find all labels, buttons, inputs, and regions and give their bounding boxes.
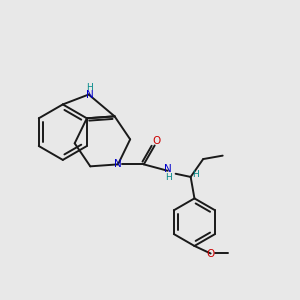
Text: N: N xyxy=(164,164,172,174)
Text: H: H xyxy=(86,83,93,92)
Text: N: N xyxy=(86,89,94,100)
Text: N: N xyxy=(114,159,122,170)
Text: H: H xyxy=(165,173,172,182)
Text: H: H xyxy=(192,170,199,179)
Text: O: O xyxy=(152,136,161,146)
Text: O: O xyxy=(206,250,215,260)
